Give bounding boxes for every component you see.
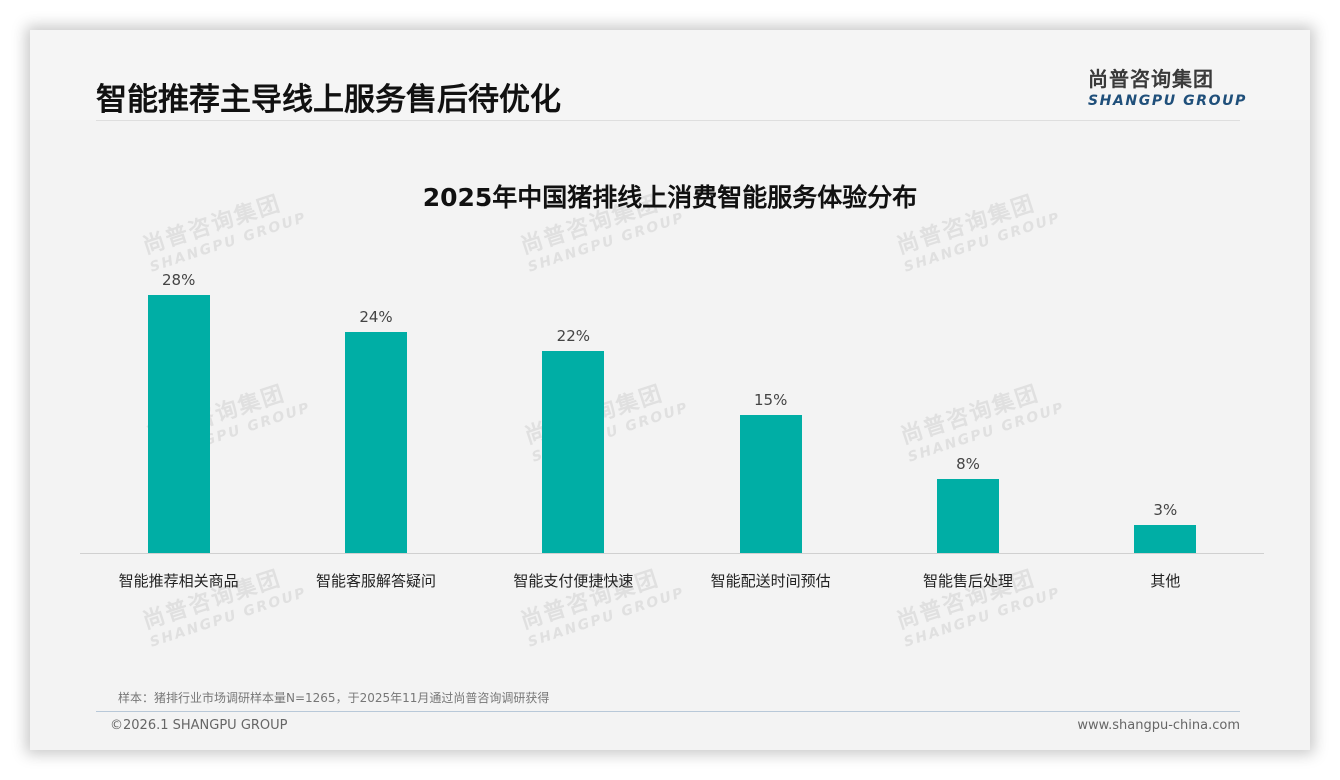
bar-value-label: 24% — [359, 308, 393, 327]
category-label: 智能推荐相关商品 — [118, 572, 239, 590]
bar — [345, 332, 407, 553]
bar-value-label: 3% — [1153, 501, 1178, 520]
bar — [739, 415, 802, 553]
page-title: 智能推荐主导线上服务售后待优化 — [96, 82, 561, 118]
copyright: ©2026.1 SHANGPU GROUP — [110, 718, 288, 733]
bar-value-label: 22% — [556, 326, 590, 345]
bar — [542, 350, 605, 553]
bar — [937, 479, 999, 553]
bar-value-label: 8% — [956, 455, 980, 474]
company-logo: 尚普咨询集团 SHANGPU GROUP — [1088, 63, 1247, 109]
header-band — [30, 30, 1310, 120]
slide: 智能推荐主导线上服务售后待优化 尚普咨询集团 SHANGPU GROUP 尚普咨… — [30, 30, 1310, 750]
bar — [1134, 525, 1197, 553]
category-label: 智能支付便捷快速 — [513, 572, 634, 590]
category-label: 智能客服解答疑问 — [315, 572, 436, 590]
sample-note: 样本：猪排行业市场调研样本量N=1265，于2025年11月通过尚普咨询调研获得 — [118, 691, 550, 705]
chart-title: 2025年中国猪排线上消费智能服务体验分布 — [422, 183, 918, 212]
category-label: 智能配送时间预估 — [710, 572, 831, 590]
footer-divider — [96, 711, 1240, 712]
category-label: 其他 — [1150, 572, 1181, 590]
logo-en-text: SHANGPU GROUP — [1088, 93, 1247, 109]
bar-value-label: 15% — [753, 391, 788, 409]
bar-value-label: 28% — [161, 271, 196, 290]
category-label: 智能售后处理 — [922, 572, 1013, 590]
title-divider — [96, 120, 1240, 121]
x-axis-line — [80, 553, 1264, 554]
website-link[interactable]: www.shangpu-china.com — [1077, 718, 1240, 733]
bar — [147, 295, 210, 553]
bar-chart: 28% 智能推荐相关商品 24% 智能客服解答疑问 22% 智能支付便捷快速 15% 智能配送… — [80, 230, 1264, 610]
logo-cn-text: 尚普咨询集团 — [1088, 67, 1214, 91]
